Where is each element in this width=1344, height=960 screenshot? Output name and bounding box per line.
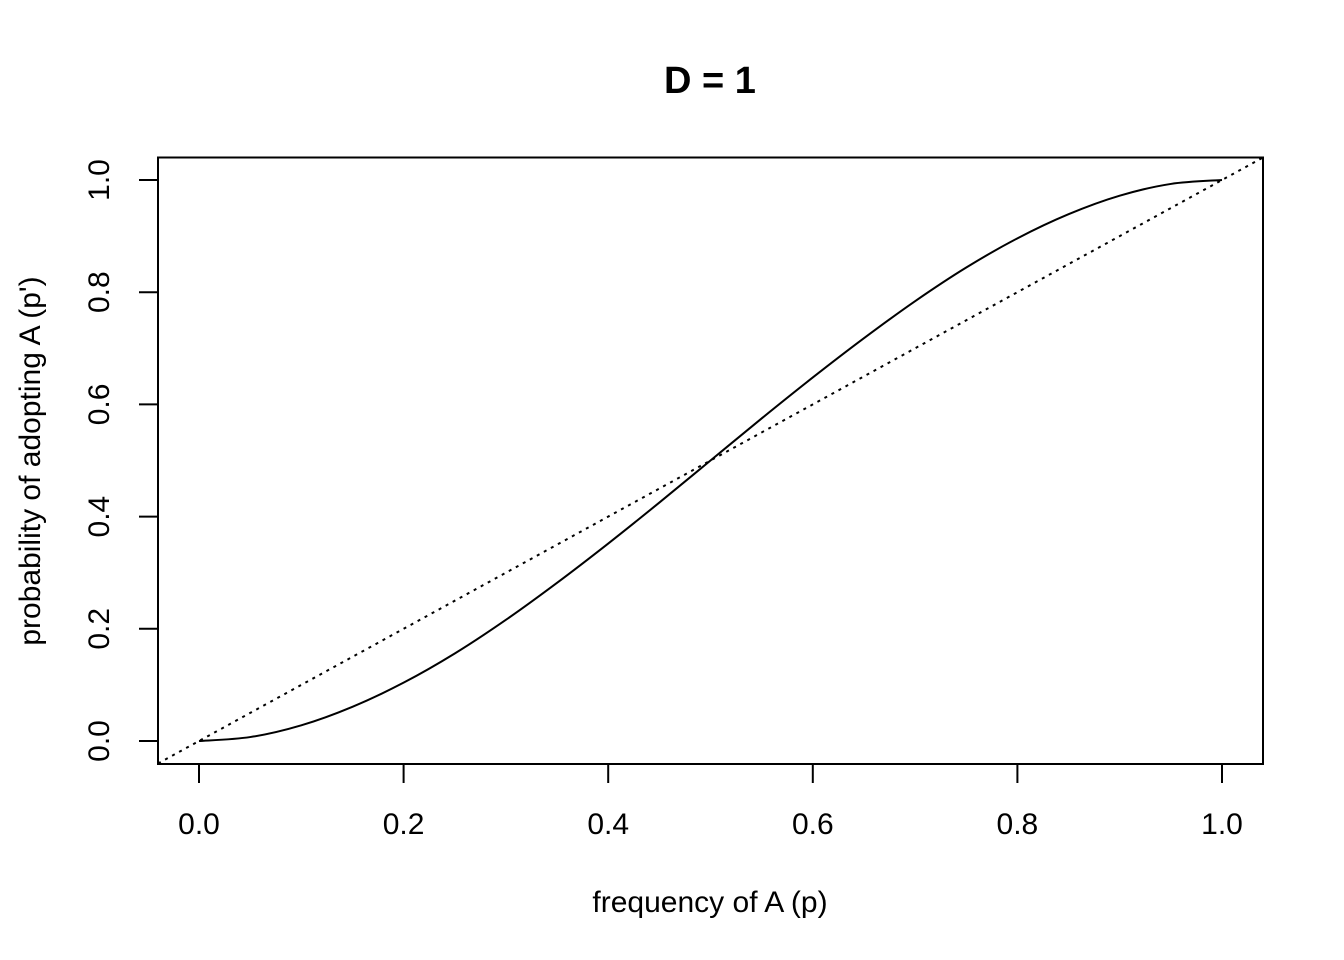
x-tick-label: 0.4 xyxy=(587,808,629,841)
y-axis: 0.0 0.2 0.4 0.6 0.8 1.0 xyxy=(83,159,159,762)
x-tick-label: 0.8 xyxy=(997,808,1039,841)
y-tick-label: 0.4 xyxy=(83,496,116,538)
y-axis-label: probability of adopting A (p') xyxy=(14,276,47,645)
x-axis-label: frequency of A (p) xyxy=(592,886,827,919)
y-tick-label: 0.6 xyxy=(83,384,116,426)
x-tick-label: 0.0 xyxy=(178,808,220,841)
x-tick-label: 1.0 xyxy=(1201,808,1243,841)
response-curve xyxy=(198,179,1223,742)
y-tick-label: 1.0 xyxy=(83,159,116,201)
y-tick-label: 0.0 xyxy=(83,720,116,762)
plot-series xyxy=(157,156,1264,765)
y-tick-label: 0.2 xyxy=(83,608,116,650)
y-tick-label: 0.8 xyxy=(83,271,116,313)
x-tick-label: 0.6 xyxy=(792,808,834,841)
plot-frame xyxy=(157,156,1264,765)
chart-title: D = 1 xyxy=(664,60,756,102)
x-axis: 0.0 0.2 0.4 0.6 0.8 1.0 xyxy=(178,763,1243,841)
identity-line xyxy=(157,156,1264,765)
x-tick-label: 0.2 xyxy=(383,808,425,841)
